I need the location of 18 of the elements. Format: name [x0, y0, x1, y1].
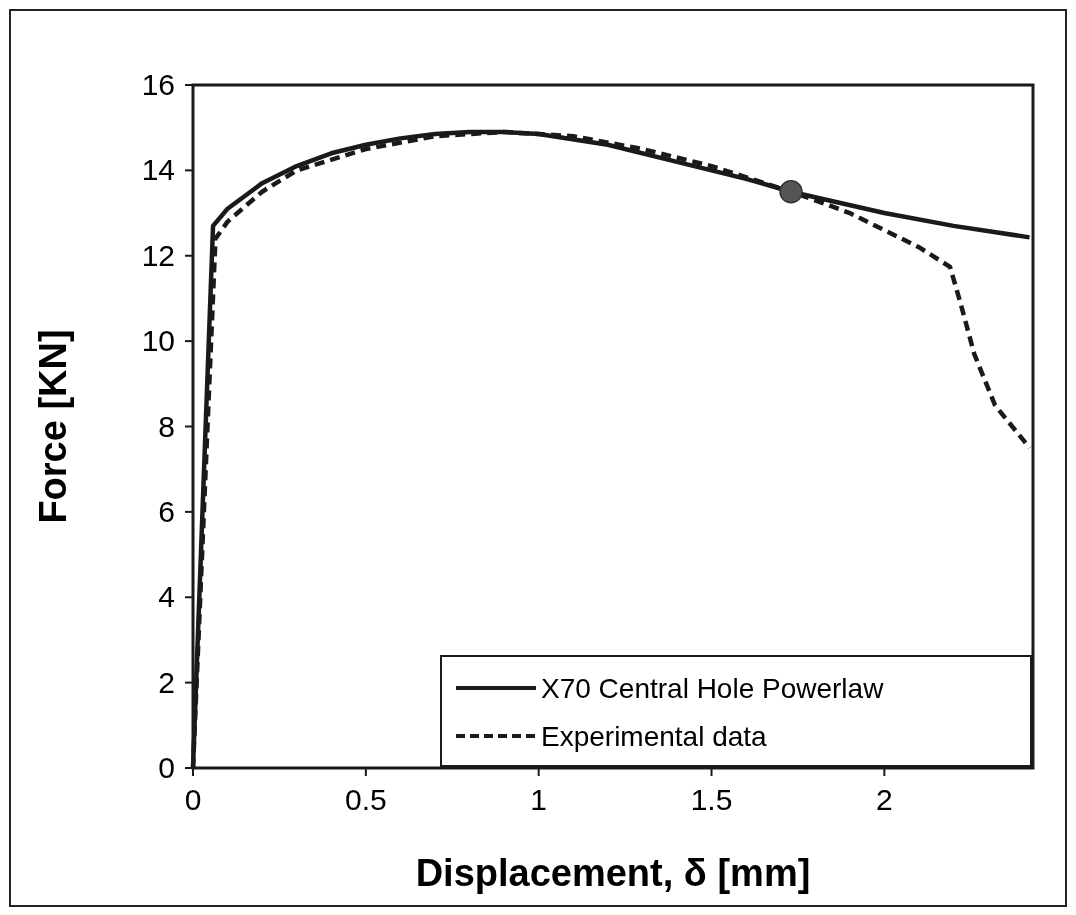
x-tick-label: 0 — [184, 783, 202, 816]
y-tick-label: 4 — [158, 580, 175, 614]
x-axis-title: Displacement, δ [mm] — [415, 852, 811, 894]
legend-label: Experimental data — [541, 721, 768, 752]
y-tick-label: 6 — [158, 494, 175, 528]
y-tick-label: 14 — [141, 153, 175, 187]
y-tick-label: 10 — [141, 324, 175, 358]
x-tick-label: 1.5 — [690, 783, 733, 816]
y-tick-label: 16 — [141, 68, 175, 101]
legend-label: X70 Central Hole Powerlaw — [541, 673, 885, 704]
y-tick-label: 12 — [141, 238, 175, 272]
x-tick-label: 2 — [876, 783, 893, 816]
y-tick-label: 2 — [158, 665, 175, 699]
y-tick-label: 0 — [158, 751, 175, 784]
y-tick-label: 8 — [158, 409, 175, 443]
y-axis-title: Force [KN] — [32, 329, 74, 524]
x-tick-label: 0.5 — [344, 783, 387, 816]
x-tick-label: 1 — [530, 783, 548, 816]
